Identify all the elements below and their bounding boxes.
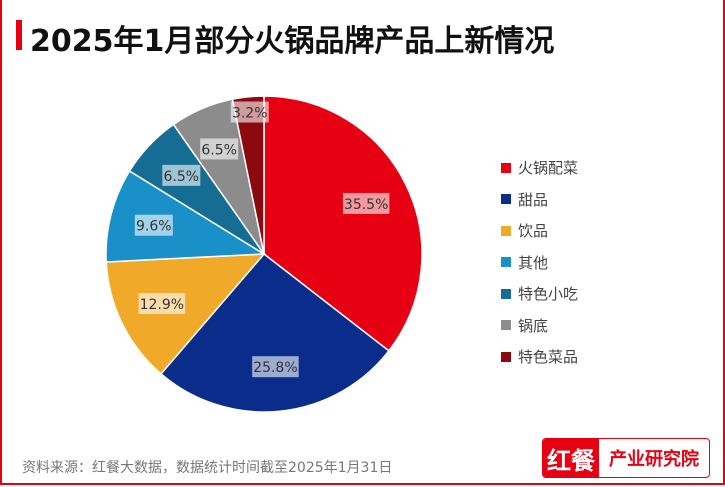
data-label-bg <box>230 101 269 123</box>
legend-item: 甜品 <box>501 184 578 216</box>
legend-label: 甜品 <box>518 190 549 209</box>
data-label: 12.9% <box>140 297 184 313</box>
source-note: 资料来源：红餐大数据，数据统计时间截至2025年1月31日 <box>22 460 393 476</box>
data-label: 6.5% <box>164 169 200 185</box>
pie-slice-0 <box>263 95 423 352</box>
data-label-bg <box>342 192 390 214</box>
data-label: 25.8% <box>253 360 297 376</box>
legend-swatch <box>501 162 511 173</box>
legend-swatch <box>501 225 511 236</box>
pie-slice-1 <box>159 252 390 413</box>
data-label: 9.6% <box>136 219 172 235</box>
legend-swatch <box>501 194 511 205</box>
legend-label: 特色菜品 <box>518 348 579 367</box>
legend-label: 特色小吃 <box>518 285 579 304</box>
legend-item: 其他 <box>501 247 578 279</box>
pie-slice-3 <box>105 169 267 263</box>
data-label-bg <box>134 214 173 236</box>
legend-label: 火锅配菜 <box>518 159 579 178</box>
data-label-bg <box>200 138 239 160</box>
logo-right: 产业研究院 <box>609 449 699 470</box>
title-accent-bar <box>16 20 22 50</box>
data-label-bg <box>162 164 201 186</box>
legend-swatch <box>501 320 511 331</box>
legend-item: 饮品 <box>501 215 578 247</box>
legend-item: 特色小吃 <box>501 278 578 310</box>
legend-item: 锅底 <box>501 310 578 342</box>
legend-label: 锅底 <box>518 316 549 335</box>
legend-label: 饮品 <box>518 222 549 241</box>
data-label-bg <box>138 293 186 315</box>
pie-slice-6 <box>231 95 265 255</box>
legend-item: 火锅配菜 <box>501 152 578 184</box>
data-label-bg <box>252 356 299 378</box>
chart-title: 2025年1月部分火锅品牌产品上新情况 <box>30 24 555 59</box>
legend-item: 特色菜品 <box>501 341 578 373</box>
legend-swatch <box>501 257 511 268</box>
legend-label: 其他 <box>518 253 549 272</box>
legend-swatch <box>501 351 511 362</box>
logo-left: 红餐 <box>543 439 599 477</box>
data-label: 35.5% <box>344 197 388 213</box>
brand-logo: 红餐 产业研究院 <box>542 438 710 478</box>
data-label: 3.2% <box>232 106 268 122</box>
pie-slice-2 <box>105 253 266 375</box>
legend-swatch <box>501 288 511 299</box>
data-label: 6.5% <box>201 142 237 158</box>
legend: 火锅配菜甜品饮品其他特色小吃锅底特色菜品 <box>501 152 578 373</box>
